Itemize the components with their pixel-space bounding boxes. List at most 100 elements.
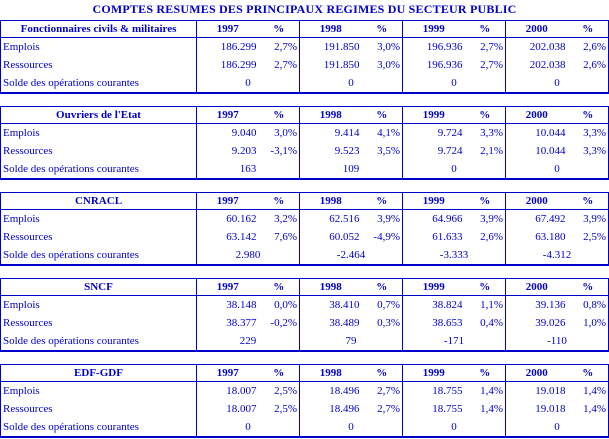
solde-cell: -2.464	[299, 246, 403, 265]
value-cell: 38.653	[402, 314, 465, 332]
pct-cell: 2,6%	[480, 230, 503, 243]
year-header: 2000	[505, 192, 568, 210]
pct-cell: 2,7%	[480, 58, 503, 71]
value-cell: 10.044	[505, 123, 568, 142]
solde-cell: -110	[505, 332, 609, 351]
regime-table-cnracl: CNRACL 1997% 1998% 1999% 2000% Emplois 60.162 3…	[0, 192, 609, 266]
pct-cell: 2,7%	[377, 402, 400, 415]
value-cell: 67.492	[505, 209, 568, 228]
header-row: SNCF 1997% 1998% 1999% 2000%	[0, 278, 609, 296]
percent-header: %	[464, 20, 506, 38]
value-cell: 186.299	[196, 37, 259, 56]
regime-table-fonctionnaires: Fonctionnaires civils & militaires 1997% 1…	[0, 20, 609, 94]
emplois-row: Emplois 186.299 2,7% 191.850 3,0% 196.936 2,7%…	[1, 37, 609, 56]
pct-cell: 2,7%	[274, 58, 297, 71]
pct-cell: 1,4%	[583, 402, 606, 415]
pct-cell: -4,9%	[373, 230, 400, 243]
value-cell: 9.414	[299, 123, 362, 142]
year-header: 1999	[402, 192, 465, 210]
row-label: Ressources	[3, 58, 53, 71]
year-header: 2000	[505, 106, 568, 124]
value-cell: 9.724	[402, 123, 465, 142]
percent-header: %	[361, 192, 403, 210]
value-cell: 18.755	[402, 381, 465, 400]
year-header: 1998	[299, 364, 362, 382]
year-header: 1999	[402, 364, 465, 382]
value-cell: 38.377	[196, 314, 259, 332]
value-cell: 186.299	[196, 56, 259, 74]
percent-header: %	[361, 364, 403, 382]
pct-cell: 3,5%	[377, 144, 400, 157]
pct-cell: 2,7%	[480, 40, 503, 53]
solde-cell: 163	[196, 160, 300, 179]
pct-cell: 1,4%	[583, 384, 606, 397]
pct-cell: 2,5%	[583, 230, 606, 243]
row-label: Emplois	[3, 298, 40, 311]
year-header: 1997	[196, 364, 259, 382]
header-row: CNRACL 1997% 1998% 1999% 2000%	[0, 192, 609, 210]
value-cell: 18.755	[402, 400, 465, 418]
value-cell: 64.966	[402, 209, 465, 228]
value-cell: 39.026	[505, 314, 568, 332]
regime-tables-container: Fonctionnaires civils & militaires 1997% 1…	[0, 20, 609, 438]
percent-header: %	[567, 278, 609, 296]
percent-header: %	[567, 192, 609, 210]
value-cell: 202.038	[505, 56, 568, 74]
pct-cell: 7,6%	[274, 230, 297, 243]
solde-cell: -171	[402, 332, 506, 351]
percent-header: %	[361, 278, 403, 296]
row-label: Solde des opérations courantes	[3, 334, 139, 347]
value-cell: 196.936	[402, 56, 465, 74]
percent-header: %	[258, 278, 300, 296]
value-cell: 38.489	[299, 314, 362, 332]
row-label: Solde des opérations courantes	[3, 248, 139, 261]
year-header: 1997	[196, 192, 259, 210]
solde-row: Solde des opérations courantes 0 0 0 0	[1, 74, 609, 93]
row-label: Solde des opérations courantes	[3, 420, 139, 433]
pct-cell: 3,9%	[583, 212, 606, 225]
value-cell: 9.523	[299, 142, 362, 160]
pct-cell: 0,7%	[377, 298, 400, 311]
table-name-cell: CNRACL	[0, 192, 197, 210]
year-header: 1997	[196, 106, 259, 124]
pct-cell: 0,0%	[274, 298, 297, 311]
year-header: 1998	[299, 192, 362, 210]
percent-header: %	[464, 278, 506, 296]
year-header: 2000	[505, 364, 568, 382]
ressources-row: Ressources 186.299 2,7% 191.850 3,0% 196.936 2…	[1, 56, 609, 74]
value-cell: 18.496	[299, 381, 362, 400]
value-cell: 9.040	[196, 123, 259, 142]
value-cell: 62.516	[299, 209, 362, 228]
solde-cell: 0	[196, 74, 300, 93]
table-name-cell: EDF-GDF	[0, 364, 197, 382]
pct-cell: 2,5%	[274, 402, 297, 415]
pct-cell: 3,3%	[583, 144, 606, 157]
solde-row: Solde des opérations courantes 229 79 -171-…	[1, 332, 609, 351]
value-cell: 9.203	[196, 142, 259, 160]
percent-header: %	[258, 20, 300, 38]
pct-cell: 2,7%	[377, 384, 400, 397]
page-title: COMPTES RESUMES DES PRINCIPAUX REGIMES D…	[92, 2, 517, 16]
pct-cell: 1,0%	[583, 316, 606, 329]
value-cell: 191.850	[299, 37, 362, 56]
header-row: Ouvriers de l'Etat 1997% 1998% 1999% 2000%	[0, 106, 609, 124]
pct-cell: 2,7%	[274, 40, 297, 53]
emplois-row: Emplois 18.007 2,5% 18.496 2,7% 18.755 1,4% 19.…	[1, 381, 609, 400]
solde-cell: 109	[299, 160, 403, 179]
year-header: 1998	[299, 278, 362, 296]
table-name-cell: SNCF	[0, 278, 197, 296]
row-label: Ressources	[3, 316, 53, 329]
solde-cell: 2.980	[196, 246, 300, 265]
solde-cell: 0	[505, 160, 609, 179]
year-header: 2000	[505, 278, 568, 296]
year-header: 1997	[196, 278, 259, 296]
solde-cell: -4.312	[505, 246, 609, 265]
ressources-row: Ressources 9.203 -3,1% 9.523 3,5% 9.724 2,1% 10…	[1, 142, 609, 160]
value-cell: 18.496	[299, 400, 362, 418]
value-cell: 19.018	[505, 400, 568, 418]
solde-cell: 229	[196, 332, 300, 351]
regime-table-sncf: SNCF 1997% 1998% 1999% 2000% Emplois 38.148 0,0…	[0, 278, 609, 352]
solde-cell: 0	[299, 74, 403, 93]
value-cell: 38.410	[299, 295, 362, 314]
percent-header: %	[567, 106, 609, 124]
